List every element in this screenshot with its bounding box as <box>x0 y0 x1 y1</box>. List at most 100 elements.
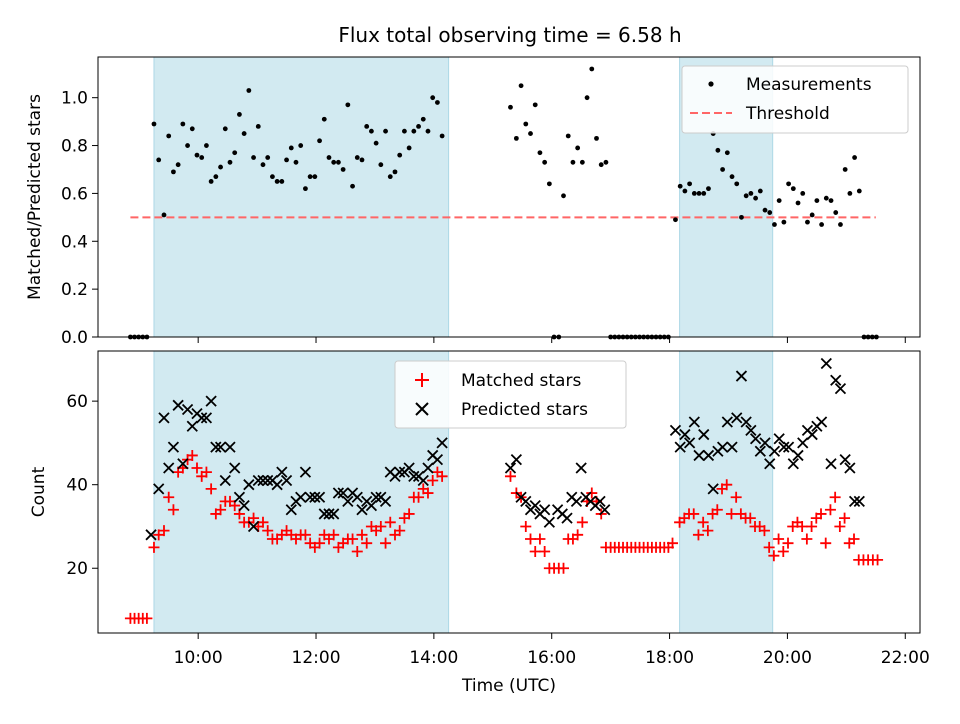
measurement-point <box>842 167 848 172</box>
measurement-point <box>748 191 754 196</box>
matched-star-point <box>163 491 175 503</box>
predicted-star-point <box>848 495 861 508</box>
bottom-shaded-bands <box>153 350 774 634</box>
predicted-star-point <box>754 445 766 457</box>
measurement-point <box>753 195 758 201</box>
measurement-point <box>570 159 576 165</box>
predicted-star-point <box>731 412 743 424</box>
predicted-star-point <box>342 495 354 508</box>
matched-star-point <box>667 537 679 549</box>
bottom-shaded-band-1 <box>679 350 774 634</box>
measurement-point <box>288 145 294 151</box>
measurement-point <box>180 121 186 127</box>
predicted-star-point <box>740 416 752 428</box>
measurement-point <box>204 143 209 148</box>
predicted-star-point <box>768 445 781 457</box>
predicted-star-point <box>797 437 809 449</box>
measurement-point <box>359 157 365 163</box>
bottom-x-ticks: 10:00 12:00 14:00 16:00 18:00 20:00 22:00 <box>174 633 930 668</box>
bottom-axes-frame <box>97 350 921 634</box>
measurement-point <box>805 219 810 225</box>
predicted-star-point <box>219 474 231 487</box>
top-x-ticks <box>197 337 906 343</box>
measurement-point <box>673 217 678 223</box>
legend-measurement-marker <box>708 81 714 87</box>
predicted-star-point <box>200 412 213 424</box>
measurement-point <box>194 152 200 158</box>
predicted-star-point <box>539 504 551 516</box>
legend-predicted-marker <box>415 402 429 416</box>
measurement-point <box>199 155 205 160</box>
measurement-point <box>847 191 853 196</box>
measurement-point <box>369 128 374 134</box>
matched-star-point <box>725 508 737 520</box>
predicted-star-point <box>431 453 444 466</box>
measurement-point <box>776 198 782 203</box>
bottom-y-ticks: 20 40 60 <box>66 392 98 579</box>
predicted-star-point <box>145 529 157 541</box>
predicted-star-point <box>196 412 208 424</box>
measurement-point <box>354 155 360 160</box>
predicted-star-point <box>233 491 246 503</box>
measurement-point <box>537 150 543 156</box>
predicted-star-point <box>815 416 828 428</box>
matched-star-point <box>815 508 827 520</box>
measurement-point <box>307 174 313 180</box>
measurement-point <box>373 140 379 146</box>
measurement-point <box>809 212 815 218</box>
matched-star-point <box>356 529 368 541</box>
bottom-x-tick-label: 22:00 <box>881 648 930 668</box>
matched-star-point <box>427 475 439 487</box>
predicted-star-point <box>379 495 392 508</box>
measurement-point <box>561 193 566 199</box>
predicted-star-point <box>247 520 260 533</box>
measurement-point <box>720 167 726 172</box>
measurement-point <box>420 116 426 122</box>
predicted-star-point <box>825 458 837 470</box>
measurement-point <box>691 191 697 196</box>
predicted-star-point <box>575 462 587 474</box>
measurement-point <box>156 157 162 163</box>
measurement-point <box>833 210 839 215</box>
predicted-star-point <box>271 479 283 491</box>
measurement-point <box>387 174 393 180</box>
predicted-star-point <box>735 370 748 382</box>
top-y-tick-label: 0.0 <box>61 328 88 348</box>
top-y-tick-label: 0.4 <box>61 232 88 252</box>
measurement-point <box>790 186 796 192</box>
matched-star-point <box>403 508 415 520</box>
bottom-x-tick-label: 20:00 <box>763 648 812 668</box>
predicted-star-point <box>679 428 691 441</box>
predicted-star-point <box>853 495 865 508</box>
measurement-point <box>321 116 327 122</box>
measurement-point <box>523 121 529 127</box>
measurement-point <box>598 162 604 168</box>
bottom-y-tick-label: 20 <box>66 559 88 579</box>
predicted-star-point <box>285 504 297 516</box>
matched-star-point <box>839 512 851 524</box>
matched-star-point <box>148 541 160 553</box>
measurement-point <box>232 150 238 156</box>
bottom-x-tick-label: 18:00 <box>645 648 694 668</box>
matched-star-point <box>158 525 170 537</box>
measurement-point <box>312 174 318 180</box>
predicted-star-point <box>529 499 541 512</box>
measurement-point <box>795 200 801 206</box>
predicted-star-point <box>351 491 363 503</box>
matched-star-point <box>328 529 340 541</box>
measurement-point <box>383 128 388 134</box>
matched-star-point <box>375 520 387 532</box>
matched-star-point <box>257 516 269 528</box>
measurement-point <box>589 66 595 72</box>
measurement-point <box>279 179 285 184</box>
chart-title: Flux total observing time = 6.58 h <box>338 23 681 47</box>
measurement-point <box>260 162 266 168</box>
matched-star-point <box>215 504 227 516</box>
matched-star-point <box>186 449 198 461</box>
predicted-star-point <box>834 382 847 395</box>
measurement-point <box>814 198 820 203</box>
matched-star-point <box>191 462 203 474</box>
measurement-point <box>575 145 581 151</box>
measurement-point <box>218 164 223 170</box>
top-y-tick-label: 0.6 <box>61 184 88 204</box>
